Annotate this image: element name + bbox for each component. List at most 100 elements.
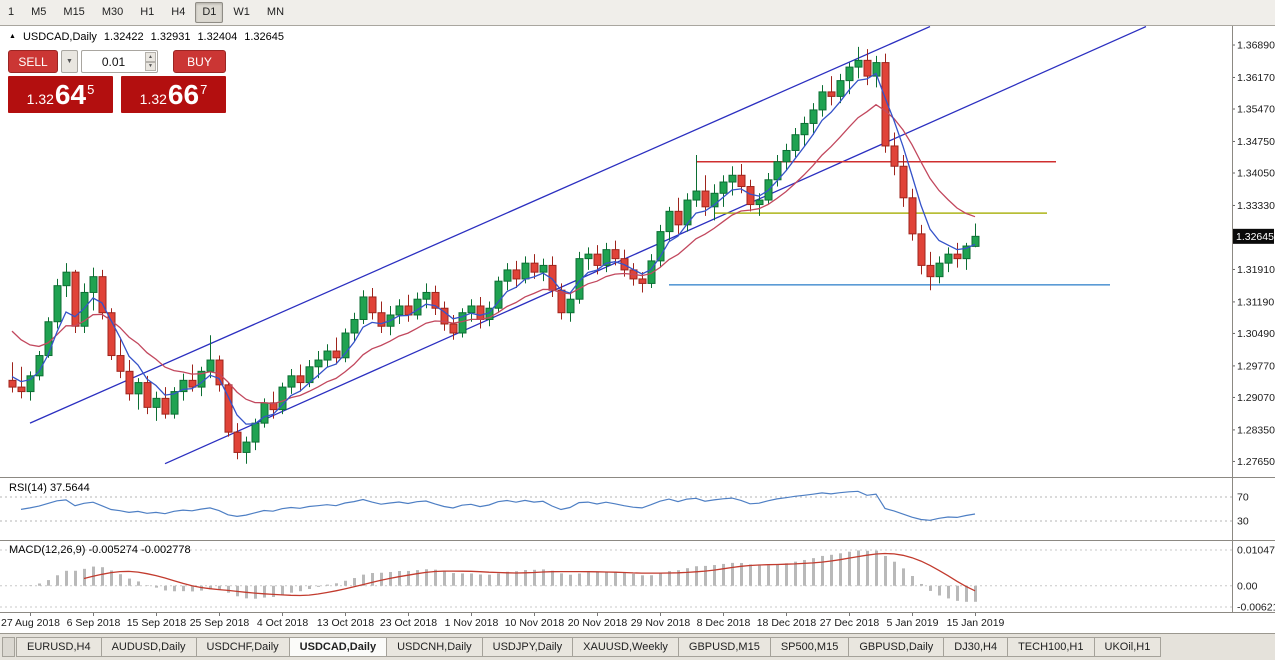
- date-axis-label: 4 Oct 2018: [257, 617, 309, 629]
- ohlc-close: 1.32645: [244, 31, 284, 43]
- trade-controls-row: SELL ▼ ▲ ▼ BUY: [8, 50, 226, 73]
- date-axis-label: 23 Oct 2018: [380, 617, 437, 629]
- macd-signal-line: [83, 552, 976, 597]
- date-axis-label: 25 Sep 2018: [190, 617, 250, 629]
- chart-tab-audusd-daily[interactable]: AUDUSD,Daily: [101, 637, 197, 657]
- date-axis-label: 18 Dec 2018: [757, 617, 817, 629]
- ohlc-high: 1.32931: [150, 31, 191, 43]
- timeframe-button-m5[interactable]: M5: [31, 5, 47, 18]
- timeframe-button-h1[interactable]: H1: [140, 5, 155, 18]
- date-axis-label: 15 Sep 2018: [127, 617, 187, 629]
- volume-field: ▲ ▼: [81, 50, 158, 73]
- rsi-line: [20, 490, 976, 521]
- price-axis-label: 1.31190: [1237, 296, 1274, 308]
- chart-tab-tech100-h1[interactable]: TECH100,H1: [1008, 637, 1095, 657]
- macd-indicator-label: MACD(12,26,9) -0.005274 -0.002778: [9, 544, 191, 556]
- trendline: [29, 26, 931, 424]
- timeframe-button-h4[interactable]: H4: [171, 5, 186, 18]
- date-axis-label: 10 Nov 2018: [505, 617, 565, 629]
- chart-tab-usdcnh-daily[interactable]: USDCNH,Daily: [387, 637, 483, 657]
- sell-price-point: 5: [87, 81, 95, 97]
- macd-level-label: 0.010474: [1237, 545, 1275, 557]
- price-plot: [8, 26, 1147, 465]
- current-price-badge: [1233, 228, 1274, 244]
- timeframe-button-m15[interactable]: M15: [63, 5, 85, 18]
- sell-price-pips: 64: [54, 78, 87, 110]
- chart-tab-bar: EURUSD,H4 AUDUSD,Daily USDCHF,Daily USDCAD,…: [0, 633, 1275, 660]
- chart-symbol-label: USDCAD,Daily: [22, 31, 97, 43]
- price-axis-label: 1.29070: [1237, 392, 1275, 404]
- timeframe-toolbar: 1 M5 M15 M30 H1 H4 D1 W1 MN: [0, 0, 1275, 26]
- chart-tab-sp500-m15[interactable]: SP500,M15: [770, 637, 850, 657]
- volume-spinner: ▲ ▼: [145, 52, 156, 71]
- rsi-level-label: 30: [1237, 516, 1249, 528]
- chart-tab-dj30-h4[interactable]: DJ30,H4: [944, 637, 1009, 657]
- price-axis-label: 1.33330: [1237, 200, 1275, 212]
- price-axis-label: 1.36170: [1237, 72, 1275, 84]
- buy-button[interactable]: BUY: [173, 50, 226, 73]
- price-axis-label: 1.27650: [1237, 456, 1275, 468]
- timeframe-button-1[interactable]: 1: [8, 5, 15, 18]
- macd-level-label: 0.00: [1237, 580, 1258, 592]
- date-axis-label: 1 Nov 2018: [445, 617, 499, 629]
- timeframe-button-mn[interactable]: MN: [266, 5, 285, 18]
- date-axis-label: 13 Oct 2018: [317, 617, 374, 629]
- date-axis-label: 6 Sep 2018: [67, 617, 121, 629]
- price-axis-label: 1.34750: [1237, 136, 1275, 148]
- candles: [8, 46, 980, 464]
- chart-canvas[interactable]: 1.36890 1.36170 1.35470 1.34750 1.34050 1.333…: [0, 0, 1275, 633]
- date-axis-label: 15 Jan 2019: [947, 617, 1005, 629]
- timeframe-button-w1[interactable]: W1: [233, 5, 250, 18]
- price-axis-label: 1.36890: [1237, 40, 1275, 52]
- volume-decrease-button[interactable]: ▼: [145, 61, 156, 71]
- price-axis-label: 1.35470: [1237, 104, 1275, 116]
- caret-up-icon: ▲: [148, 53, 153, 60]
- volume-input[interactable]: [82, 51, 157, 72]
- rsi-level-label: 70: [1237, 492, 1249, 504]
- date-axis-label: 5 Jan 2019: [887, 617, 939, 629]
- buy-price-point: 7: [200, 81, 208, 97]
- ohlc-low: 1.32404: [197, 31, 238, 43]
- timeframe-button-d1[interactable]: D1: [195, 1, 224, 24]
- ma-slow-line: [11, 103, 976, 405]
- price-axis-label: 1.31910: [1237, 264, 1275, 276]
- buy-price-pips: 66: [167, 78, 200, 110]
- trendline: [164, 26, 1147, 465]
- timeframe-buttons: 1 M5 M15 M30 H1 H4 D1 W1 MN: [0, 1, 291, 24]
- sell-price-display[interactable]: 1.32 64 5: [8, 76, 113, 113]
- one-click-trading-panel: SELL ▼ ▲ ▼ BUY 1.32 64 5 1.32 66 7: [8, 50, 226, 113]
- volume-increase-button[interactable]: ▲: [145, 52, 156, 62]
- trade-quotes-row: 1.32 64 5 1.32 66 7: [8, 76, 226, 113]
- price-axis-label: 1.28350: [1237, 424, 1275, 436]
- current-price-label: 1.32645: [1236, 231, 1274, 243]
- chart-tab-usdchf-daily[interactable]: USDCHF,Daily: [196, 637, 290, 657]
- chart-tabs: EURUSD,H4 AUDUSD,Daily USDCHF,Daily USDCAD,…: [16, 637, 1162, 657]
- chart-tab-ukoil-h1[interactable]: UKOil,H1: [1094, 637, 1162, 657]
- collapse-trade-panel-icon[interactable]: ▲: [9, 32, 16, 40]
- rsi-indicator-label: RSI(14) 37.5644: [9, 482, 90, 494]
- date-axis-label: 20 Nov 2018: [568, 617, 628, 629]
- ma-fast-line: [11, 72, 976, 425]
- chart-tab-gbpusd-daily[interactable]: GBPUSD,Daily: [849, 637, 945, 657]
- caret-down-icon: ▼: [148, 63, 153, 70]
- macd-level-label: -0.006218: [1237, 602, 1275, 614]
- price-axis-label: 1.34050: [1237, 168, 1275, 180]
- chart-tab-eurusd-h4[interactable]: EURUSD,H4: [16, 637, 102, 657]
- chevron-down-icon: ▼: [66, 58, 73, 65]
- chart-tab-gbpusd-m15[interactable]: GBPUSD,M15: [678, 637, 771, 657]
- macd-histogram: [20, 550, 977, 602]
- buy-price-major: 1.32: [139, 91, 167, 107]
- sell-price-major: 1.32: [26, 91, 54, 107]
- volume-dropdown-button[interactable]: ▼: [61, 50, 78, 73]
- tab-bar-grip: [2, 637, 15, 657]
- chart-tab-usdjpy-daily[interactable]: USDJPY,Daily: [482, 637, 574, 657]
- date-axis-label: 29 Nov 2018: [631, 617, 691, 629]
- buy-price-display[interactable]: 1.32 66 7: [121, 76, 226, 113]
- chart-tab-xauusd-weekly[interactable]: XAUUSD,Weekly: [573, 637, 679, 657]
- timeframe-button-m30[interactable]: M30: [101, 5, 124, 18]
- chart-tab-usdcad-daily[interactable]: USDCAD,Daily: [289, 637, 388, 657]
- price-axis-label: 1.29770: [1237, 360, 1275, 372]
- sell-button[interactable]: SELL: [8, 50, 58, 73]
- date-axis-label: 27 Dec 2018: [820, 617, 880, 629]
